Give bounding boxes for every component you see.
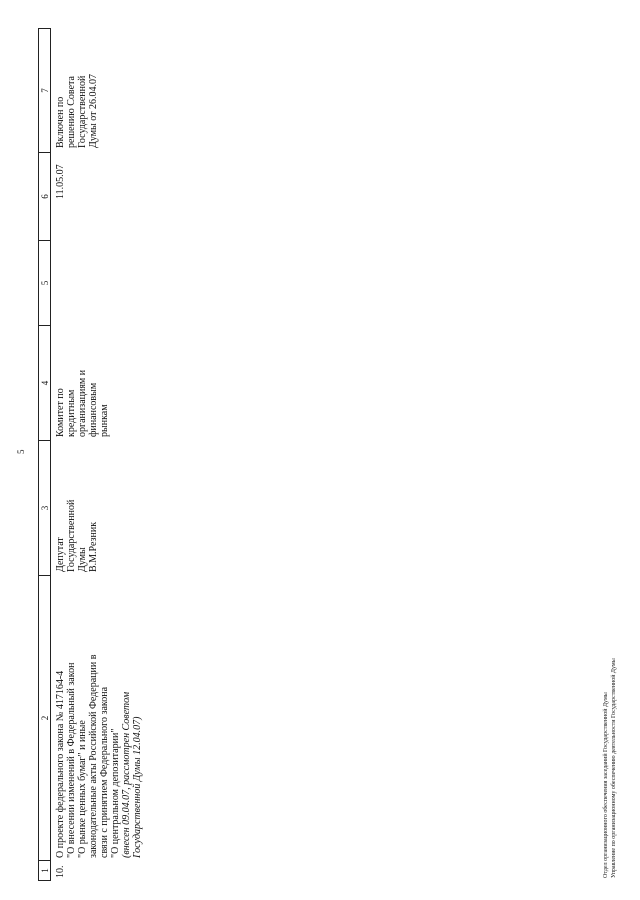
status-line: решению Совета bbox=[66, 76, 77, 148]
status-line: Думы от 26.04.07 bbox=[88, 74, 99, 148]
row-number: 10. bbox=[55, 865, 66, 879]
header-cell: 1 bbox=[38, 860, 51, 881]
status-line: Включен по bbox=[55, 96, 66, 148]
status-cell: Включен по решению Совета Государственной Д… bbox=[55, 74, 99, 148]
footer: Отдел организационного обеспечения засед… bbox=[602, 658, 618, 878]
committee-line: Комитет по bbox=[55, 388, 66, 437]
date-cell: 11.05.07 bbox=[55, 164, 66, 199]
title-line: О проекте федерального закона № 417164-4 bbox=[55, 670, 66, 858]
note-line: Государственной Думы 12.04.07) bbox=[132, 716, 143, 858]
committee-line: организациям и bbox=[77, 369, 88, 437]
page-number: 5 bbox=[16, 449, 26, 455]
header-cell: 5 bbox=[38, 240, 51, 326]
author-line: В.М.Резник bbox=[88, 521, 99, 572]
note-line: (внесен 09.04.07, рассмотрен Советом bbox=[121, 691, 132, 858]
header-cell: 3 bbox=[38, 440, 51, 576]
author-line: Думы bbox=[77, 547, 88, 572]
status-line: Государственной bbox=[77, 75, 88, 148]
committee-line: кредитным bbox=[66, 389, 77, 437]
footer-line: Отдел организационного обеспечения засед… bbox=[603, 692, 609, 878]
title-line: "О рынке ценных бумаг" и иные bbox=[77, 720, 88, 858]
author-line: Депутат bbox=[55, 537, 66, 572]
author-line: Государственной bbox=[66, 499, 77, 572]
footer-line: Управление по организационному обеспечен… bbox=[611, 658, 617, 878]
header-cell: 4 bbox=[38, 325, 51, 441]
header-cell: 6 bbox=[38, 152, 51, 241]
title-line: связи с принятием Федерального закона bbox=[99, 686, 110, 858]
author-cell: Депутат Государственной Думы В.М.Резник bbox=[55, 500, 99, 572]
title-line: "О центральном депозитарии" bbox=[110, 728, 121, 858]
committee-cell: Комитет по кредитным организациям и финансо… bbox=[55, 370, 110, 437]
title-line: "О внесении изменений в Федеральный зако… bbox=[66, 662, 77, 858]
title-cell: О проекте федерального закона № 417164-4… bbox=[55, 655, 143, 858]
committee-line: рынкам bbox=[99, 404, 110, 437]
header-cell: 2 bbox=[38, 575, 51, 861]
committee-line: финансовым bbox=[88, 382, 99, 437]
title-line: законодательные акты Российской Федераци… bbox=[88, 654, 99, 858]
header-cell: 7 bbox=[38, 28, 51, 153]
